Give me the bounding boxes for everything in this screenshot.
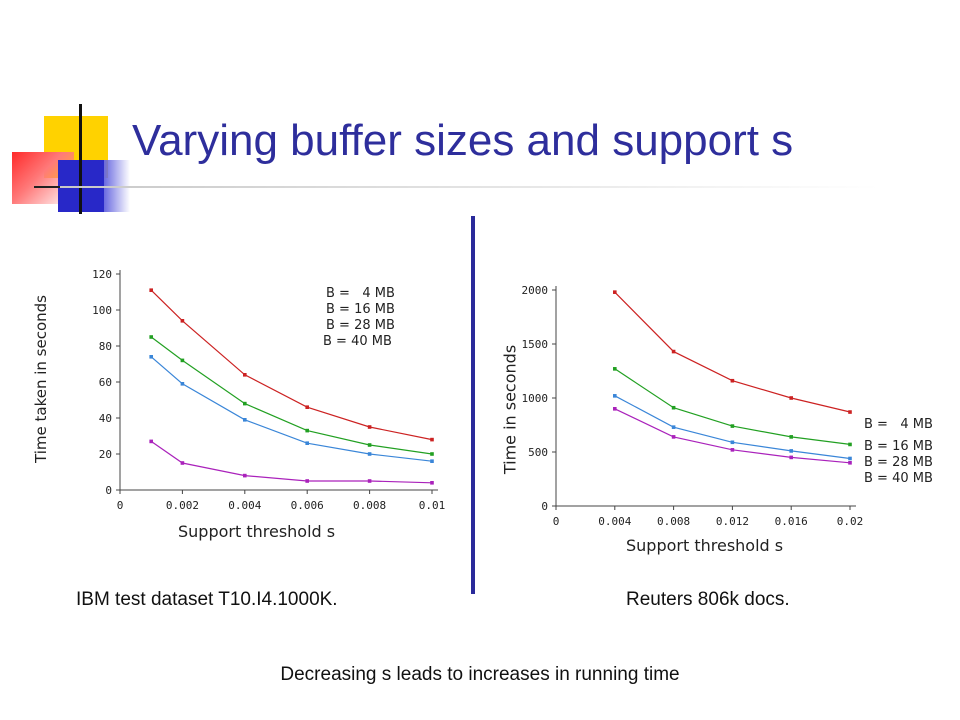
right-x-tick-label: 0.004 bbox=[598, 515, 631, 528]
right-x-tick-label: 0.016 bbox=[775, 515, 808, 528]
left-x-tick-label: 0.004 bbox=[228, 499, 261, 512]
right-series-line-0 bbox=[614, 291, 851, 413]
right-point bbox=[789, 455, 793, 460]
left-series-line-2 bbox=[150, 356, 433, 462]
title-underline bbox=[60, 186, 880, 188]
left-series-line-3 bbox=[150, 440, 433, 484]
left-point bbox=[149, 288, 153, 292]
left-point bbox=[430, 481, 434, 485]
left-point bbox=[305, 479, 309, 483]
left-y-tick-label: 100 bbox=[92, 304, 112, 317]
left-y-tick-label: 120 bbox=[92, 268, 112, 281]
left-point bbox=[430, 452, 434, 456]
left-point bbox=[430, 437, 434, 442]
right-point bbox=[613, 394, 617, 398]
footer-note: Decreasing s leads to increases in runni… bbox=[280, 664, 680, 685]
left-point bbox=[367, 479, 372, 483]
right-point bbox=[730, 440, 735, 445]
right-point bbox=[848, 461, 852, 465]
chart-ibm: 0 20 40 60 80 100 120 0 0.002 0.004 0.006 0.008 0.01… bbox=[92, 268, 446, 512]
left-y-tick-label: 40 bbox=[99, 412, 112, 425]
right-point bbox=[613, 290, 617, 294]
left-legend-entry: B = 4 MB bbox=[326, 286, 395, 301]
left-point bbox=[367, 452, 372, 456]
right-y-tick-label: 2000 bbox=[522, 284, 549, 297]
page-title: Varying buffer sizes and support s bbox=[132, 116, 794, 165]
right-point bbox=[848, 410, 852, 414]
left-x-tick-label: 0.002 bbox=[166, 499, 199, 512]
right-point bbox=[848, 442, 852, 447]
right-point bbox=[789, 435, 793, 439]
left-point bbox=[180, 319, 185, 323]
right-x-tick-label: 0 bbox=[553, 515, 560, 528]
caption-left: IBM test dataset T10.I4.1000K. bbox=[76, 589, 338, 610]
right-y-tick-label: 0 bbox=[541, 500, 548, 513]
left-x-tick-label: 0.008 bbox=[353, 499, 386, 512]
left-x-tick-label: 0 bbox=[117, 499, 124, 512]
left-point bbox=[149, 335, 153, 339]
left-y-tick-label: 80 bbox=[99, 340, 112, 353]
right-x-tick-label: 0.012 bbox=[716, 515, 749, 528]
left-y-tick-label: 0 bbox=[105, 484, 112, 497]
left-point bbox=[180, 382, 185, 386]
left-point bbox=[305, 405, 309, 409]
left-y-tick-label: 20 bbox=[99, 448, 112, 461]
left-point bbox=[180, 358, 185, 363]
left-point bbox=[367, 425, 372, 429]
left-point bbox=[149, 355, 153, 359]
left-series-line-0 bbox=[150, 289, 433, 441]
decor-vertical-line bbox=[79, 104, 82, 214]
right-point bbox=[613, 367, 617, 371]
left-legend-entry: B = 16 MB bbox=[326, 302, 395, 317]
right-legend-entry: B = 4 MB bbox=[864, 417, 933, 432]
left-series-line-1 bbox=[150, 336, 433, 455]
right-point bbox=[671, 435, 676, 439]
left-point bbox=[243, 401, 247, 406]
left-x-tick-label: 0.006 bbox=[291, 499, 324, 512]
right-legend-entry: B = 28 MB bbox=[864, 455, 933, 470]
left-point bbox=[305, 441, 309, 445]
right-point bbox=[730, 448, 735, 452]
caption-right: Reuters 806k docs. bbox=[626, 589, 790, 610]
right-point bbox=[848, 456, 852, 461]
right-y-tick-label: 500 bbox=[528, 446, 548, 459]
right-point bbox=[671, 349, 676, 354]
right-point bbox=[730, 378, 735, 383]
left-point bbox=[243, 418, 247, 422]
left-point bbox=[180, 461, 185, 465]
right-point bbox=[671, 425, 676, 429]
right-x-tick-label: 0.008 bbox=[657, 515, 690, 528]
right-x-tick-label: 0.02 bbox=[837, 515, 864, 528]
chart-divider bbox=[471, 216, 475, 594]
right-legend-entry: B = 16 MB bbox=[864, 439, 933, 454]
right-point bbox=[613, 407, 617, 411]
right-y-tick-label: 1000 bbox=[522, 392, 549, 405]
y-axis-label-right: Time in seconds bbox=[500, 344, 520, 475]
left-legend-entry: B = 28 MB bbox=[326, 318, 395, 333]
right-legend-entry: B = 40 MB bbox=[864, 471, 933, 486]
right-y-tick-label: 1500 bbox=[522, 338, 549, 351]
left-point bbox=[243, 373, 247, 377]
x-axis-label-right: Support threshold s bbox=[626, 536, 784, 555]
left-point bbox=[367, 443, 372, 447]
left-y-tick-label: 60 bbox=[99, 376, 112, 389]
left-point bbox=[243, 473, 247, 478]
x-axis-label-left: Support threshold s bbox=[178, 522, 336, 541]
right-point bbox=[789, 449, 793, 453]
left-point bbox=[305, 428, 309, 433]
chart-reuters: 0 500 1000 1500 2000 0 0.004 0.008 0.012 0.016 0.0… bbox=[522, 284, 933, 528]
right-point bbox=[789, 396, 793, 400]
left-point bbox=[149, 439, 153, 444]
left-legend-entry: B = 40 MB bbox=[323, 334, 392, 349]
right-point bbox=[671, 405, 676, 410]
right-point bbox=[730, 424, 735, 428]
left-x-tick-label: 0.01 bbox=[419, 499, 446, 512]
y-axis-label-left: Time taken in seconds bbox=[32, 295, 50, 463]
right-series-line-3 bbox=[614, 408, 851, 464]
left-point bbox=[430, 459, 434, 463]
